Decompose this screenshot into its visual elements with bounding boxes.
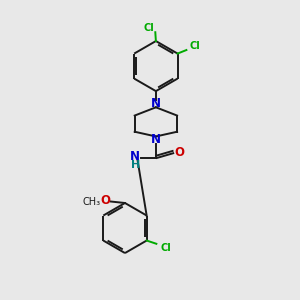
Text: N: N bbox=[151, 97, 161, 110]
Text: N: N bbox=[130, 150, 140, 163]
Text: O: O bbox=[174, 146, 184, 159]
Text: N: N bbox=[151, 134, 161, 146]
Text: Cl: Cl bbox=[144, 23, 154, 33]
Text: Cl: Cl bbox=[160, 243, 171, 253]
Text: H: H bbox=[131, 160, 140, 170]
Text: CH₃: CH₃ bbox=[83, 196, 101, 206]
Text: O: O bbox=[101, 194, 111, 207]
Text: Cl: Cl bbox=[190, 41, 201, 51]
